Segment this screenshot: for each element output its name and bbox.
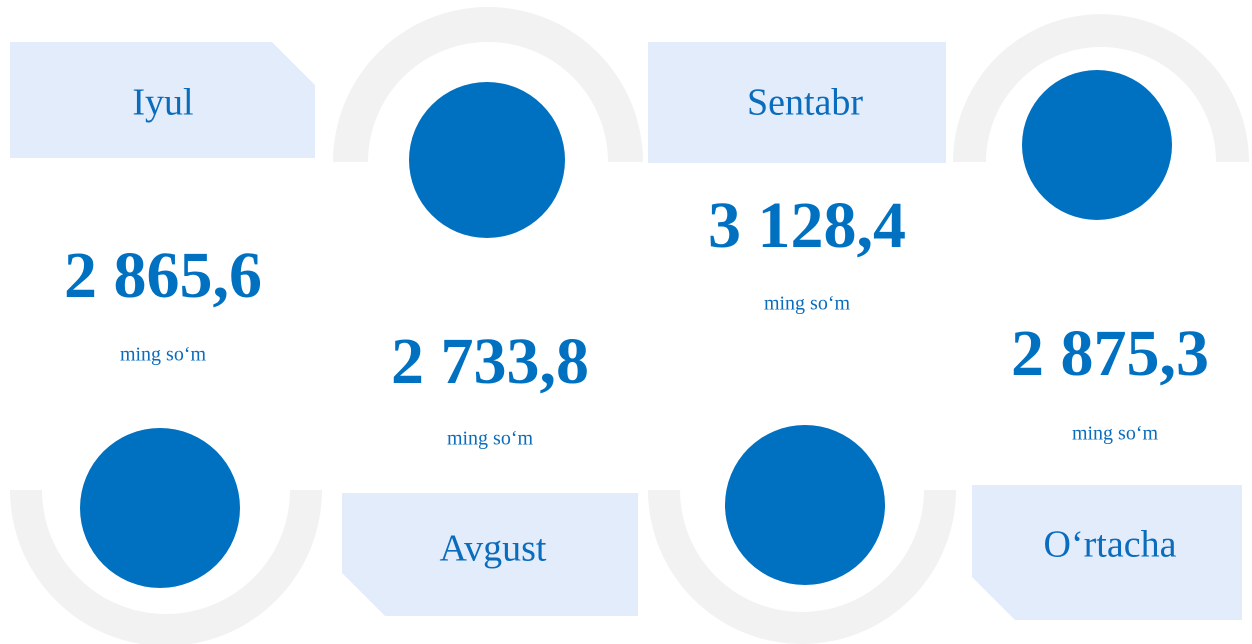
value: 2 865,6: [64, 239, 262, 312]
label-box: [342, 493, 638, 616]
ring: [10, 490, 322, 644]
circle: [80, 428, 240, 588]
circle: [725, 425, 885, 585]
label: Avgust: [440, 528, 547, 570]
unit: ming so‘m: [120, 344, 207, 366]
label: O‘rtacha: [1044, 524, 1177, 566]
ring: [333, 7, 643, 162]
circle: [1022, 70, 1172, 220]
unit: ming so‘m: [764, 293, 851, 315]
unit: ming so‘m: [1072, 423, 1159, 445]
label: Iyul: [132, 82, 193, 124]
label-box: [972, 485, 1242, 620]
value: 2 875,3: [1011, 317, 1209, 390]
unit: ming so‘m: [447, 428, 534, 450]
ring: [953, 14, 1249, 163]
circle: [409, 82, 565, 238]
value: 3 128,4: [708, 189, 906, 262]
label: Sentabr: [747, 82, 863, 124]
value: 2 733,8: [391, 325, 589, 398]
ring: [648, 490, 956, 644]
label-box: [648, 42, 946, 163]
label-box: [10, 42, 315, 158]
